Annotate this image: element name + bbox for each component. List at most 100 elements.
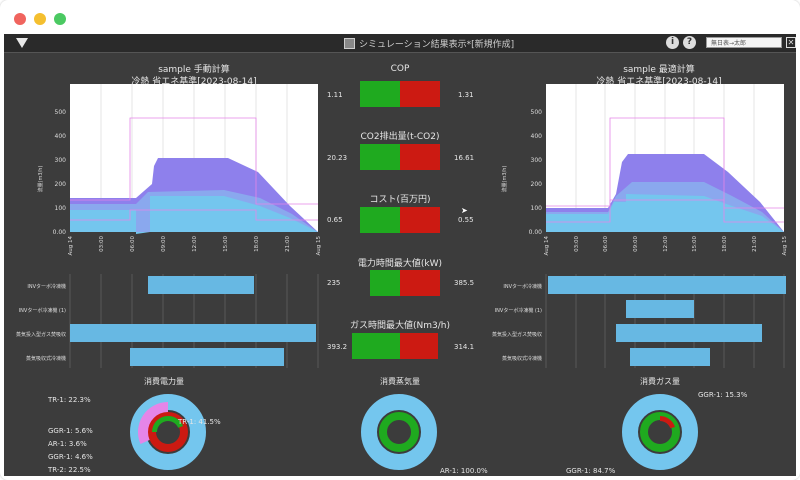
- co2-left-bar: [360, 144, 400, 170]
- close-icon[interactable]: ✕: [786, 37, 796, 48]
- left-xtick: 18:00: [254, 236, 260, 252]
- left-gantt: INVターボ冷凍機 INVターボ冷凍機 (1) 蒸気投入型ガス焚吸収 蒸気吸収式…: [16, 274, 319, 368]
- co2-right-value: 16.61: [454, 154, 475, 162]
- cost-left-value: 0.65: [327, 216, 343, 224]
- maximize-dot[interactable]: [54, 13, 66, 25]
- info-icon[interactable]: i: [666, 36, 679, 49]
- right-ytick: 300: [531, 157, 543, 164]
- left-xtick: 09:00: [161, 236, 167, 252]
- left-xtick: 12:00: [192, 236, 198, 252]
- gas-donut-title: 消費ガス量: [640, 377, 680, 386]
- user-select[interactable]: 無日表→太郎: [706, 37, 782, 48]
- mouse-cursor-icon: ➤: [461, 206, 468, 215]
- right-gantt-bar: [626, 300, 694, 318]
- minimize-dot[interactable]: [34, 13, 46, 25]
- right-line-pink: [546, 117, 784, 209]
- co2-right-bar: [400, 144, 440, 170]
- steam-outer-ring: [361, 394, 437, 470]
- left-gantt-bar: [130, 348, 284, 366]
- gas-inner-slice-red: [660, 416, 675, 429]
- window-controls: [14, 13, 66, 25]
- left-gantt-bar: [148, 276, 254, 294]
- left-xtick: 06:00: [130, 236, 136, 252]
- right-xtick: Aug 14: [544, 236, 550, 256]
- left-gantt-bar: [70, 324, 316, 342]
- right-gantt-label: INVターボ冷凍機: [503, 283, 542, 290]
- right-xtick: 18:00: [722, 236, 728, 252]
- gas-label: GGR-1: 15.3%: [698, 391, 748, 399]
- window-title-text: シミュレーション結果表示*[新規作成]: [359, 39, 515, 50]
- right-xtick: 06:00: [603, 236, 609, 252]
- power-donut-title: 消費電力量: [144, 377, 184, 386]
- left-xtick: 03:00: [99, 236, 105, 252]
- left-chart-title: sample 手動計算: [158, 65, 230, 75]
- power-label: GGR-1: 5.6%: [48, 427, 93, 435]
- right-flow-chart: 流量(m3/h) 0.00 100 200 300 400 500 Aug 14…: [501, 84, 788, 256]
- left-line-pink2: [70, 209, 318, 221]
- cop-left-value: 1.11: [327, 91, 343, 99]
- right-ytick: 0.00: [529, 229, 543, 236]
- left-ylabel: 流量(m3/h): [37, 166, 44, 193]
- title-bar: シミュレーション結果表示*[新規作成] i ? 無日表→太郎 ✕: [4, 34, 796, 53]
- left-gantt-label: 蒸気吸収式冷凍機: [26, 355, 66, 362]
- right-ytick: 400: [531, 133, 543, 140]
- cop-right-value: 1.31: [458, 91, 474, 99]
- left-area-lightblue: [70, 196, 318, 234]
- close-dot[interactable]: [14, 13, 26, 25]
- left-chart-subtitle: 冷熱 省エネ基準[2023-08-14]: [131, 77, 257, 87]
- steam-label: AR-1: 100.0%: [440, 467, 488, 475]
- power-max-left-bar: [370, 270, 400, 296]
- cost-title: コスト(百万円): [369, 195, 431, 205]
- co2-left-value: 20.23: [327, 154, 348, 162]
- gas-donut: [622, 394, 698, 470]
- right-xtick: 15:00: [692, 236, 698, 252]
- cost-left-bar: [360, 207, 400, 233]
- right-chart-subtitle: 冷熱 省エネ基準[2023-08-14]: [596, 77, 722, 87]
- right-gantt-label: 蒸気吸収式冷凍機: [502, 355, 542, 362]
- right-xtick: 12:00: [663, 236, 669, 252]
- right-ytick: 200: [531, 181, 543, 188]
- left-line-pink: [70, 117, 318, 205]
- left-ytick: 200: [55, 181, 67, 188]
- window-title: シミュレーション結果表示*[新規作成]: [344, 36, 514, 50]
- gas-max-right-value: 314.1: [454, 343, 475, 351]
- right-xtick: 21:00: [752, 236, 758, 252]
- power-donut: [130, 394, 206, 470]
- cost-right-value: 0.55: [458, 216, 474, 224]
- left-ytick: 0.00: [53, 229, 67, 236]
- right-ylabel: 流量(m3/h): [501, 166, 508, 193]
- left-ytick: 500: [55, 109, 67, 116]
- power-label: GGR-1: 4.6%: [48, 453, 93, 461]
- right-xtick: 03:00: [574, 236, 580, 252]
- left-gantt-label: 蒸気投入型ガス焚吸収: [16, 331, 66, 338]
- gas-outer-ring: [622, 394, 698, 470]
- gas-max-title: ガス時間最大値(Nm3/h): [350, 321, 450, 331]
- cop-right-bar: [400, 81, 440, 107]
- power-label: TR-1: 41.5%: [178, 418, 221, 426]
- left-flow-chart: 流量(m3/h) 0.00 100 200 300 400 500 Aug 14…: [37, 84, 322, 256]
- left-xtick: 15:00: [223, 236, 229, 252]
- left-xtick: Aug 15: [316, 236, 322, 256]
- power-label: TR-1: 22.3%: [48, 396, 91, 404]
- help-icon[interactable]: ?: [683, 36, 696, 49]
- power-label: AR-1: 3.6%: [48, 440, 87, 448]
- simulation-result-window: シミュレーション結果表示*[新規作成] i ? 無日表→太郎 ✕ sample …: [4, 34, 796, 476]
- power-inner-slice-green2: [152, 416, 168, 432]
- menu-triangle-icon[interactable]: [16, 38, 28, 48]
- left-ytick: 300: [55, 157, 67, 164]
- cop-title: COP: [390, 64, 410, 74]
- power-max-right-value: 385.5: [454, 279, 475, 287]
- right-gantt-label: 蒸気投入型ガス焚吸収: [492, 331, 542, 338]
- cop-left-bar: [360, 81, 400, 107]
- power-max-left-value: 235: [327, 279, 341, 287]
- right-line-pink2: [546, 199, 784, 223]
- cost-right-bar: [400, 207, 440, 233]
- power-label: TR-2: 22.5%: [48, 466, 91, 474]
- right-xtick: 09:00: [633, 236, 639, 252]
- right-gantt: INVターボ冷凍機 INVターボ冷凍機 (1) 蒸気投入型ガス焚吸収 蒸気吸収式…: [492, 274, 786, 368]
- left-gantt-label: INVターボ冷凍機: [27, 283, 66, 290]
- left-gantt-label: INVターボ冷凍機 (1): [19, 307, 66, 314]
- right-gantt-bar: [616, 324, 762, 342]
- right-xtick: Aug 15: [782, 236, 788, 256]
